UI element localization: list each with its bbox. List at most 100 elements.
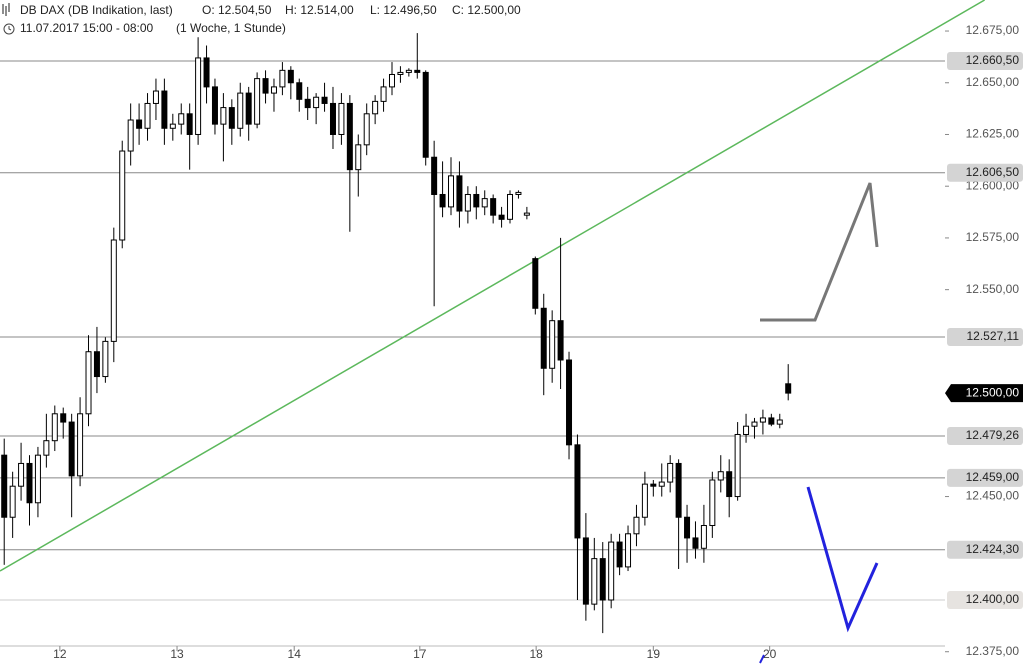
candle-body <box>675 462 682 518</box>
candle-body <box>507 193 514 220</box>
candle-body <box>566 359 573 446</box>
candle-body <box>481 198 488 208</box>
y-tick-label: 12.625,00 <box>966 127 1020 141</box>
candle-body <box>625 533 632 568</box>
ohlc-close: C: 12.500,00 <box>452 3 521 17</box>
level-box <box>947 468 1023 487</box>
candle-body <box>211 86 218 125</box>
candle-body <box>523 212 530 216</box>
candle-body <box>751 421 758 427</box>
candle-body <box>329 102 336 135</box>
candle-body <box>34 454 41 504</box>
candle-body <box>540 307 547 369</box>
level-box <box>947 163 1023 182</box>
candle-body <box>93 351 100 378</box>
candle-body <box>726 471 733 498</box>
candle-body <box>296 82 303 100</box>
candle-body <box>549 320 556 369</box>
candle-body <box>228 107 235 129</box>
candle-body <box>279 69 286 88</box>
x-tick-label: 12 <box>53 647 67 661</box>
candle-body <box>51 413 58 442</box>
instrument-title: DB DAX (DB Indikation, last) <box>20 3 173 17</box>
candle-body <box>26 462 33 504</box>
candle-body <box>700 525 707 549</box>
level-box <box>947 427 1023 446</box>
candle-body <box>717 471 724 481</box>
candle-body <box>667 462 674 483</box>
candle-body <box>456 175 463 212</box>
candle-body <box>287 69 294 84</box>
candle-body <box>9 485 16 518</box>
level-label: 12.479,26 <box>966 428 1020 442</box>
drawing-mark <box>759 654 765 664</box>
candle-body <box>254 78 261 125</box>
level-label: 12.660,50 <box>966 53 1020 67</box>
level-box <box>947 540 1023 559</box>
candle-body <box>768 417 775 425</box>
candle-body <box>557 320 564 361</box>
y-tick-label: 12.575,00 <box>966 230 1020 244</box>
candle-body <box>414 69 421 73</box>
candle-body <box>262 78 269 94</box>
candle-body <box>237 92 244 129</box>
chart-icon <box>2 3 10 16</box>
candle-body <box>152 90 159 104</box>
candle-body <box>346 102 353 171</box>
candle-body <box>338 102 345 135</box>
candle-body <box>464 193 471 212</box>
drawing-up-arrow <box>760 182 879 322</box>
clock-icon <box>3 23 15 35</box>
date-range: 11.07.2017 15:00 - 08:00 <box>20 21 154 35</box>
x-tick-label: 14 <box>288 647 302 661</box>
candle-body <box>313 96 320 109</box>
candle-body <box>692 537 699 549</box>
candle-body <box>60 413 67 423</box>
plot: 12 13 14 17 18 19 20 <box>0 0 985 661</box>
y-tick-label: 12.375,00 <box>966 644 1020 658</box>
candle-body <box>574 444 581 539</box>
candle-body <box>169 123 176 129</box>
candle-body <box>380 86 387 102</box>
candle-body <box>363 113 370 146</box>
candle-body <box>102 340 109 378</box>
candle-body <box>405 69 412 73</box>
candle-body <box>220 107 227 125</box>
candle-body <box>245 92 252 125</box>
candle-body <box>743 425 750 435</box>
candle-body <box>431 156 438 195</box>
y-tick-label: 12.600,00 <box>966 178 1020 192</box>
candle-body <box>709 479 716 527</box>
candle-body <box>591 558 598 605</box>
candle-body <box>498 214 505 220</box>
candle-body <box>321 96 328 104</box>
candle-body <box>532 258 539 309</box>
candle-body <box>304 98 311 109</box>
candle-body <box>372 100 379 115</box>
header: DB DAX (DB Indikation, last) O: 12.504,5… <box>2 3 521 35</box>
ohlc-high: H: 12.514,00 <box>285 3 354 17</box>
last-price-label: 12.500,00 <box>966 385 1020 399</box>
candle-body <box>270 86 277 94</box>
candle-body <box>110 239 117 342</box>
candle-body <box>203 57 210 88</box>
candle-body <box>439 193 446 208</box>
level-box <box>947 328 1023 347</box>
last-price-box <box>945 384 1023 403</box>
candle-body <box>1 454 8 518</box>
candle-body <box>68 421 75 477</box>
y-tick-label: 12.650,00 <box>966 75 1020 89</box>
candle-body <box>119 150 126 241</box>
candle-body <box>515 191 522 195</box>
ohlc-low: L: 12.496,50 <box>370 3 437 17</box>
candle-body <box>77 413 84 477</box>
candle-body <box>178 113 185 125</box>
x-tick-label: 19 <box>647 647 661 661</box>
candle-body <box>650 483 657 487</box>
candle-body <box>658 481 665 487</box>
level-label: 12.424,30 <box>966 542 1020 556</box>
candle-body <box>759 417 766 423</box>
level-label: 12.527,11 <box>967 329 1020 343</box>
